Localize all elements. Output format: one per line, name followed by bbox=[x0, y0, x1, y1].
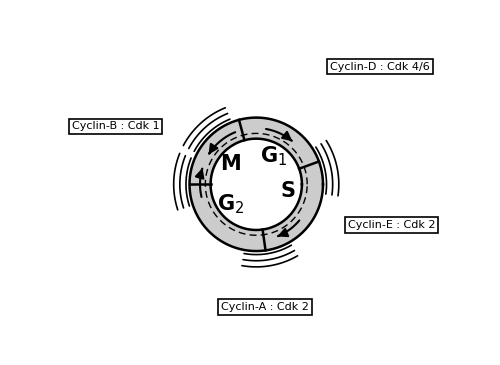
Text: Cyclin-B : Cdk 1: Cyclin-B : Cdk 1 bbox=[72, 121, 160, 131]
Text: G$_1$: G$_1$ bbox=[260, 145, 287, 168]
Text: M: M bbox=[220, 154, 240, 174]
Text: S: S bbox=[281, 181, 296, 201]
Text: Cyclin-D : Cdk 4/6: Cyclin-D : Cdk 4/6 bbox=[330, 62, 430, 72]
Text: G$_2$: G$_2$ bbox=[216, 193, 244, 216]
Text: Cyclin-E : Cdk 2: Cyclin-E : Cdk 2 bbox=[348, 220, 435, 230]
Text: Cyclin-A : Cdk 2: Cyclin-A : Cdk 2 bbox=[221, 302, 309, 312]
